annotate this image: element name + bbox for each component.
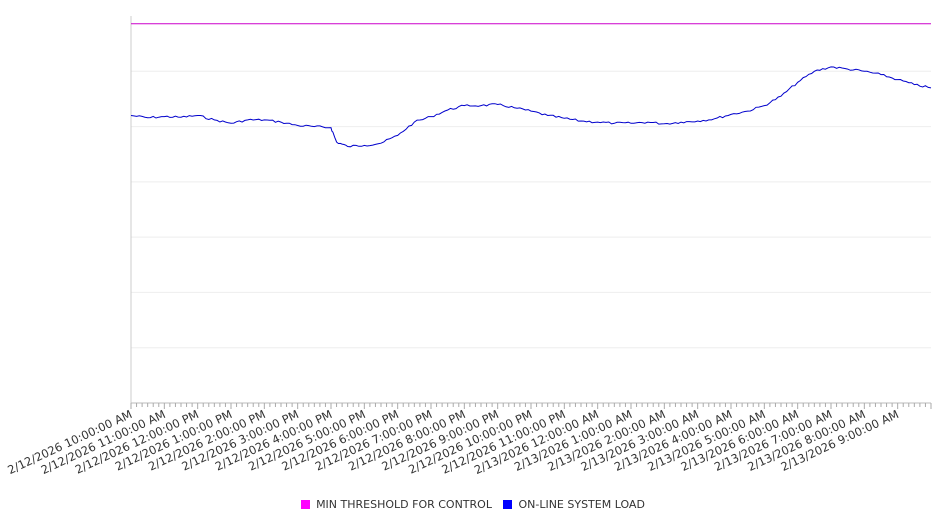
legend-label-system-load: ON-LINE SYSTEM LOAD xyxy=(518,498,645,511)
x-axis-tick-labels: 2/12/2026 10:00:00 AM2/12/2026 11:00:00 … xyxy=(5,407,901,477)
grid-lines xyxy=(131,70,931,349)
series-layer xyxy=(130,23,932,148)
legend-swatch-min-threshold xyxy=(301,500,311,509)
legend-item-system-load[interactable]: ON-LINE SYSTEM LOAD xyxy=(503,498,645,511)
legend: MIN THRESHOLD FOR CONTROL ON-LINE SYSTEM… xyxy=(0,498,946,512)
legend-label-min-threshold: MIN THRESHOLD FOR CONTROL xyxy=(316,498,492,511)
legend-swatch-system-load xyxy=(503,500,513,509)
x-axis-minor-ticks xyxy=(130,403,932,409)
series-line-system-load xyxy=(130,66,932,148)
legend-item-min-threshold[interactable]: MIN THRESHOLD FOR CONTROL xyxy=(301,498,492,511)
